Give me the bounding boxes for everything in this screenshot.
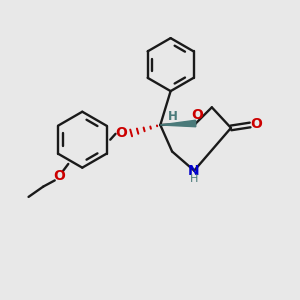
Text: O: O <box>116 126 128 140</box>
Text: O: O <box>191 108 203 122</box>
Polygon shape <box>160 120 196 127</box>
Text: H: H <box>168 110 178 123</box>
Text: H: H <box>189 174 198 184</box>
Text: O: O <box>251 117 262 131</box>
Text: O: O <box>53 169 65 183</box>
Text: N: N <box>188 164 200 178</box>
